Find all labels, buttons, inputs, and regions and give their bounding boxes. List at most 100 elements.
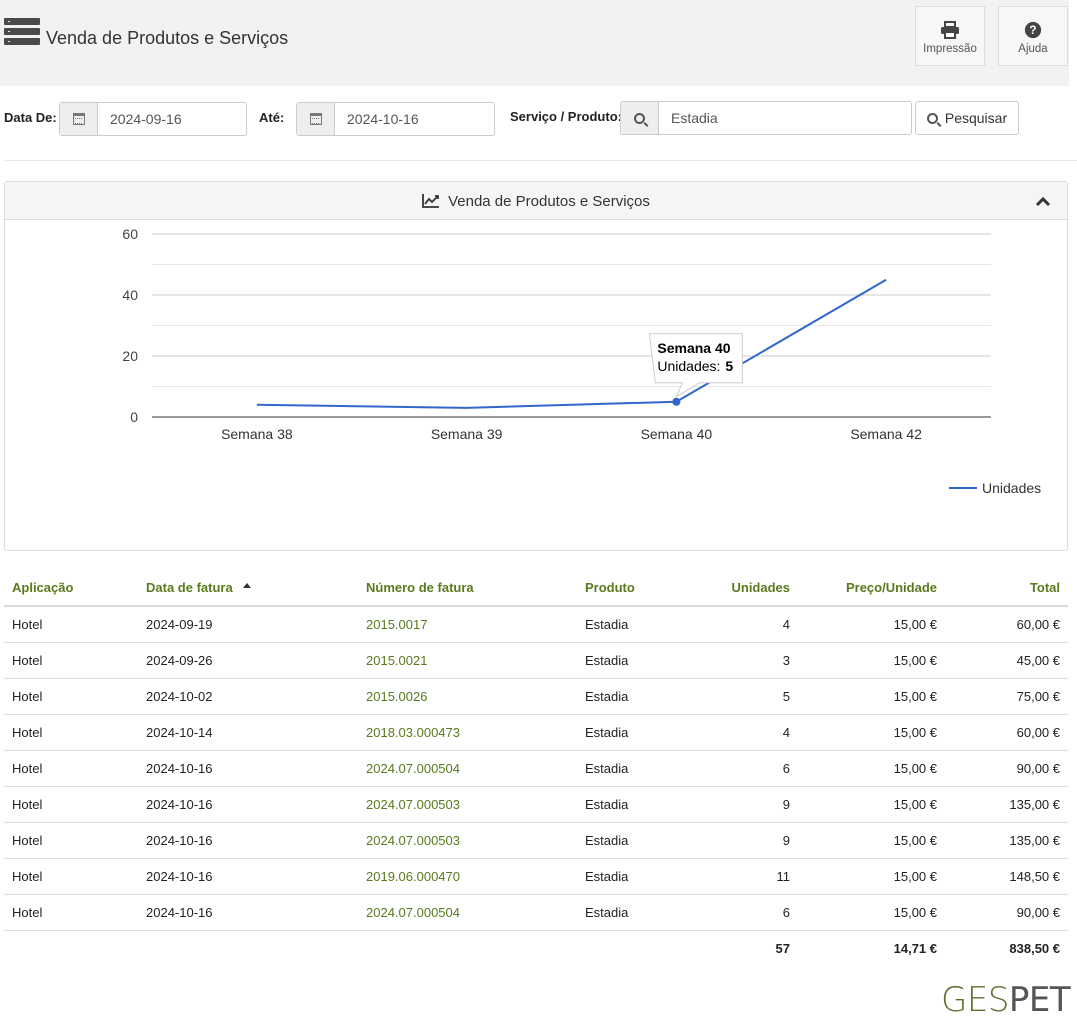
avg-unit-price: 14,71 € [893,940,937,956]
brand-logo: GESPET [941,980,1071,1020]
help-button[interactable]: ? Ajuda [998,6,1068,66]
col-preco-unidade[interactable]: Preço/Unidade [798,570,945,607]
page-title: Venda de Produtos e Serviços [46,28,289,48]
cell-data-fatura: 2024-10-16 [138,894,358,931]
table-row[interactable]: Hotel 2024-10-16 2024.07.000504 Estadia 6 15,… [4,894,1068,931]
cell-preco-unidade: 15,00 € [798,714,945,751]
table-row[interactable]: Hotel 2024-10-16 2024.07.000504 Estadia 6 15,… [4,750,1068,787]
col-produto[interactable]: Produto [577,570,687,607]
col-unidades[interactable]: Unidades [687,570,798,607]
totals-empty [358,930,577,966]
cell-preco-unidade: 15,00 € [798,786,945,823]
sort-asc-icon [242,583,251,588]
date-from-field[interactable]: 2024-09-16 [59,102,247,136]
cell-unidades: 6 [687,750,798,787]
cell-unidades: 11 [687,858,798,895]
cell-produto: Estadia [577,786,687,823]
cell-total: 60,00 € [945,714,1068,751]
totals-empty [4,930,138,966]
cell-numero-fatura[interactable]: 2015.0026 [358,678,577,715]
brand-part2: PET [1008,980,1071,1020]
cell-data-fatura: 2024-09-26 [138,642,358,679]
search-button[interactable]: Pesquisar [915,101,1019,135]
cell-numero-fatura[interactable]: 2015.0017 [358,606,577,643]
table-row[interactable]: Hotel 2024-10-14 2018.03.000473 Estadia 4 15,… [4,714,1068,751]
legend-label: Unidades [982,480,1041,496]
table-row[interactable]: Hotel 2024-09-19 2015.0017 Estadia 4 15,00 €6… [4,606,1068,643]
table-row[interactable]: Hotel 2024-09-26 2015.0021 Estadia 3 15,00 €4… [4,642,1068,679]
line-chart: 0 20 40 60 Semana 38 Semana 39 Semana 40 Semana… [122,226,1041,496]
totals-row: 57 14,71 € 838,50 € [4,930,1068,966]
cell-numero-fatura[interactable]: 2024.07.000503 [358,822,577,859]
cell-aplicacao: Hotel [4,786,138,823]
printer-icon [941,21,959,39]
server-icon [4,18,40,48]
y-tick-label: 20 [122,348,138,364]
date-to-field[interactable]: 2024-10-16 [296,102,495,136]
cell-produto: Estadia [577,678,687,715]
table-row[interactable]: Hotel 2024-10-16 2019.06.000470 Estadia 11 15… [4,858,1068,895]
cell-produto: Estadia [577,822,687,859]
service-search-field[interactable] [620,101,912,135]
cell-data-fatura: 2024-10-02 [138,678,358,715]
panel-title: Venda de Produtos e Serviços [448,193,650,210]
cell-total: 75,00 € [945,678,1068,715]
cell-data-fatura: 2024-10-16 [138,750,358,787]
cell-numero-fatura[interactable]: 2024.07.000503 [358,786,577,823]
search-icon [621,102,659,134]
table-header-row: Aplicação Data de fatura Número de fatur… [4,570,1068,607]
date-to-value[interactable]: 2024-10-16 [347,111,419,127]
cell-data-fatura: 2024-10-16 [138,786,358,823]
svg-text:?: ? [1029,24,1036,37]
y-tick-label: 60 [122,226,138,242]
data-point [672,397,681,406]
cell-numero-fatura[interactable]: 2019.06.000470 [358,858,577,895]
cell-preco-unidade: 15,00 € [798,894,945,931]
page-header: Venda de Produtos e Serviços Impressão ?… [0,0,1069,86]
cell-produto: Estadia [577,894,687,931]
chevron-up-icon[interactable] [1033,192,1053,212]
cell-numero-fatura[interactable]: 2024.07.000504 [358,750,577,787]
tooltip-value: 5 [725,358,733,374]
help-label: Ajuda [1018,43,1048,55]
cell-total: 90,00 € [945,750,1068,787]
date-from-value[interactable]: 2024-09-16 [110,111,182,127]
calendar-icon[interactable] [297,103,335,135]
col-numero-fatura[interactable]: Número de fatura [358,570,577,607]
cell-aplicacao: Hotel [4,822,138,859]
search-icon [926,112,938,124]
cell-numero-fatura[interactable]: 2015.0021 [358,642,577,679]
cell-numero-fatura[interactable]: 2018.03.000473 [358,714,577,751]
cell-unidades: 6 [687,894,798,931]
table-row[interactable]: Hotel 2024-10-16 2024.07.000503 Estadia 9 15,… [4,786,1068,823]
service-input[interactable] [659,102,911,134]
tooltip-title: Semana 40 [657,340,730,356]
table-row[interactable]: Hotel 2024-10-02 2015.0026 Estadia 5 15,00 €7… [4,678,1068,715]
cell-aplicacao: Hotel [4,678,138,715]
col-data-fatura[interactable]: Data de fatura [138,570,358,607]
cell-numero-fatura[interactable]: 2024.07.000504 [358,894,577,931]
cell-total: 90,00 € [945,894,1068,931]
col-total[interactable]: Total [945,570,1068,607]
print-button[interactable]: Impressão [915,6,985,66]
tooltip-label: Unidades: [657,358,720,374]
cell-total: 45,00 € [945,642,1068,679]
cell-data-fatura: 2024-10-16 [138,822,358,859]
cell-unidades: 9 [687,786,798,823]
cell-preco-unidade: 15,00 € [798,642,945,679]
table-row[interactable]: Hotel 2024-10-16 2024.07.000503 Estadia 9 15,… [4,822,1068,859]
panel-header: Venda de Produtos e Serviços [5,182,1067,220]
cell-data-fatura: 2024-10-16 [138,858,358,895]
y-tick-label: 0 [130,409,138,425]
cell-preco-unidade: 15,00 € [798,858,945,895]
question-circle-icon: ? [1024,21,1042,39]
calendar-icon[interactable] [60,103,98,135]
cell-unidades: 3 [687,642,798,679]
total-units: 57 [775,940,790,956]
x-tick-label: Semana 40 [641,426,713,442]
service-label: Serviço / Produto: [510,109,622,124]
col-aplicacao[interactable]: Aplicação [4,570,138,607]
cell-produto: Estadia [577,714,687,751]
cell-preco-unidade: 15,00 € [798,822,945,859]
totals-empty [138,930,358,966]
